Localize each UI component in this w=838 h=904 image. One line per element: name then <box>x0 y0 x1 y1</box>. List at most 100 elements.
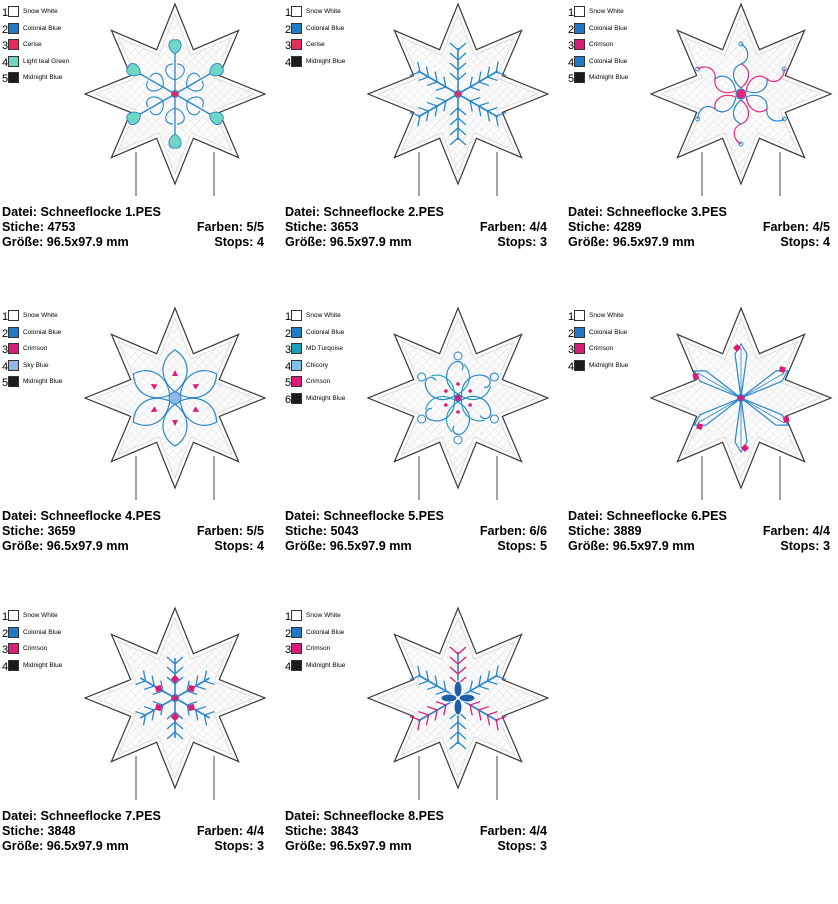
color-name: Snow White <box>23 612 58 619</box>
color-name: Midnight Blue <box>589 361 629 369</box>
snowflake-arm <box>740 397 790 426</box>
color-name: Snow White <box>306 612 341 619</box>
snowflake-arm <box>461 95 507 127</box>
color-name: Snow White <box>306 8 341 15</box>
color-number: 4 <box>2 360 9 373</box>
design-info: Datei: Schneeflocke 3.PES Stiche: 4289 Fa… <box>568 205 830 250</box>
snowflake-motif <box>409 646 507 750</box>
color-number: 3 <box>285 40 292 52</box>
snowflake-arm <box>449 98 467 146</box>
color-count: Farben: 5/5 <box>196 524 264 538</box>
color-number: 2 <box>568 23 575 36</box>
design-size: Größe: 96.5x97.9 mm <box>2 539 129 553</box>
embroidery-preview <box>83 2 267 196</box>
snowflake-arm <box>692 370 742 399</box>
file-name: Datei: Schneeflocke 7.PES <box>2 809 161 823</box>
file-name: Datei: Schneeflocke 5.PES <box>285 509 444 523</box>
color-swatch <box>574 343 585 354</box>
color-name: Crimson <box>23 645 48 652</box>
design-info: Datei: Schneeflocke 8.PES Stiche: 3843 Fa… <box>285 809 547 854</box>
snowflake-arm <box>695 94 737 122</box>
design-card: 1 Snow White 2 Colonial Blue 3 Crimson 4 Mid… <box>2 604 267 904</box>
color-number: 4 <box>568 56 575 69</box>
snowflake-arm <box>126 95 172 126</box>
color-swatch <box>8 643 19 654</box>
design-card: 1 Snow White 2 Colonial Blue 3 Crimson 4 Sky… <box>2 304 267 604</box>
color-swatch <box>291 22 302 34</box>
color-number: 1 <box>285 7 292 19</box>
snowflake-arm <box>178 670 215 697</box>
color-swatch <box>574 55 585 67</box>
color-swatch <box>8 343 19 354</box>
color-name: Snow White <box>23 312 58 319</box>
snowflake-arm <box>449 646 467 694</box>
color-swatch <box>291 310 302 321</box>
color-name: Light teal Green <box>23 57 70 65</box>
color-count: Farben: 6/6 <box>479 524 547 538</box>
color-swatch <box>8 6 19 17</box>
color-swatch <box>574 6 585 17</box>
snowflake-arm <box>733 342 748 399</box>
snowflake-motif <box>417 351 499 445</box>
embroidery-preview <box>649 306 833 500</box>
embroidery-preview <box>366 606 550 800</box>
color-number: 2 <box>568 327 575 340</box>
file-name: Datei: Schneeflocke 3.PES <box>568 205 727 219</box>
stand-outline <box>701 152 781 196</box>
color-swatch <box>574 310 585 321</box>
color-swatch <box>291 376 302 387</box>
color-name: Colonial Blue <box>23 628 62 636</box>
center-flower <box>440 680 476 716</box>
color-swatch <box>574 72 585 83</box>
color-number: 1 <box>2 7 9 19</box>
snowflake-arm <box>461 699 507 731</box>
design-card: 1 Snow White 2 Colonial Blue 3 Crimson 4 Col… <box>568 0 833 300</box>
design-size: Größe: 96.5x97.9 mm <box>568 235 695 249</box>
design-info: Datei: Schneeflocke 2.PES Stiche: 3653 Fa… <box>285 205 547 250</box>
color-name: Crimson <box>23 345 48 352</box>
stop-count: Stops: 5 <box>497 539 547 553</box>
stand-outline <box>701 456 781 500</box>
color-name: Midnight Blue <box>306 394 346 402</box>
design-card: 1 Snow White 2 Colonial Blue 3 MD Turqoise … <box>285 304 550 604</box>
color-swatch <box>291 55 302 67</box>
color-count: Farben: 4/4 <box>479 824 547 838</box>
design-size: Größe: 96.5x97.9 mm <box>285 235 412 249</box>
color-swatch <box>574 359 585 371</box>
snowflake-arm <box>179 370 218 399</box>
center-gem <box>454 90 462 98</box>
color-name: Colonial Blue <box>23 24 62 32</box>
stitch-count: Stiche: 3659 <box>2 524 76 538</box>
snowflake-arm <box>409 95 455 127</box>
stop-count: Stops: 4 <box>214 235 264 249</box>
color-number: 3 <box>568 344 575 356</box>
snowflake-arm <box>449 42 467 90</box>
color-count: Farben: 4/4 <box>762 524 830 538</box>
design-info: Datei: Schneeflocke 5.PES Stiche: 5043 Fa… <box>285 509 547 554</box>
color-number: 2 <box>2 627 9 640</box>
color-number: 1 <box>285 611 292 623</box>
color-name: Snow White <box>306 312 341 319</box>
stitch-count: Stiche: 3653 <box>285 220 359 234</box>
snowflake-motif <box>695 41 787 147</box>
color-name: Midnight Blue <box>23 661 63 669</box>
color-swatch <box>291 39 302 50</box>
snowflake-arm <box>165 98 185 149</box>
file-name: Datei: Schneeflocke 4.PES <box>2 509 161 523</box>
snowflake-arm <box>734 397 749 454</box>
color-swatch <box>8 55 19 67</box>
snowflake-arm <box>178 95 224 126</box>
color-number: 5 <box>2 73 9 85</box>
snowflake-motif <box>126 39 224 149</box>
color-number: 3 <box>2 344 9 356</box>
snowflake-arm <box>461 665 507 697</box>
stop-count: Stops: 3 <box>214 839 264 853</box>
color-number: 4 <box>568 360 575 373</box>
stand-outline <box>418 152 498 196</box>
color-number: 4 <box>2 660 9 673</box>
snowflake-arm <box>132 397 171 426</box>
stitch-count: Stiche: 4289 <box>568 220 642 234</box>
snowflake-arm <box>135 699 172 726</box>
color-swatch <box>8 659 19 671</box>
color-name: Colonial Blue <box>306 328 345 336</box>
